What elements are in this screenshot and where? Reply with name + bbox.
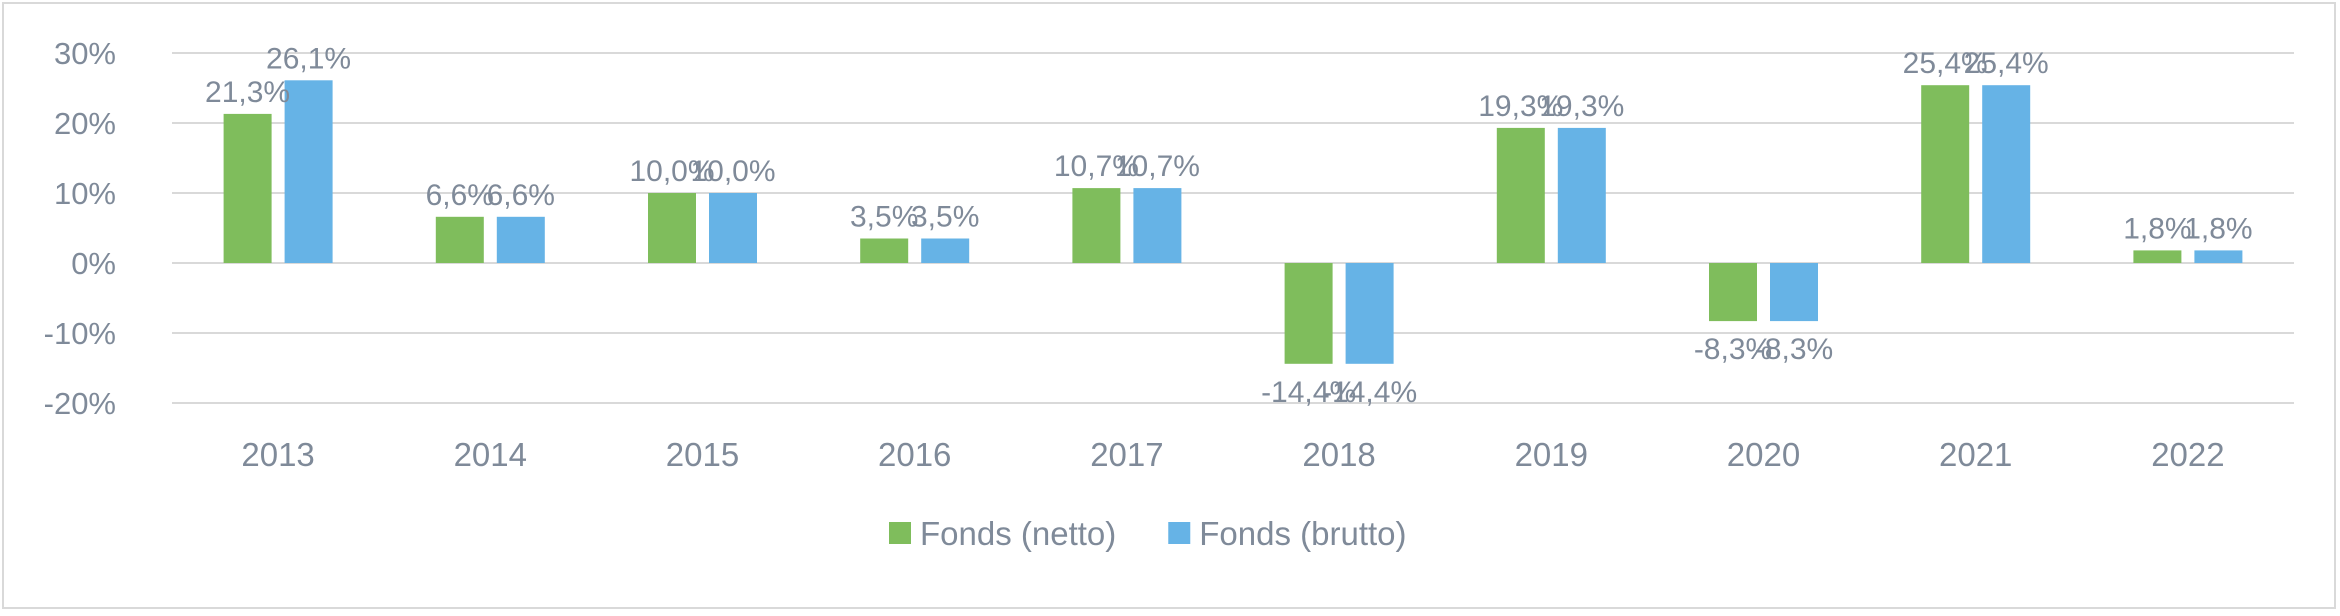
x-tick-label: 2013 xyxy=(241,436,314,473)
bar xyxy=(2194,250,2243,263)
data-label: -14,4% xyxy=(1261,376,1356,409)
data-label: 26,1% xyxy=(266,42,351,75)
y-tick-label: 30% xyxy=(54,36,116,71)
x-tick-label: 2015 xyxy=(666,436,739,473)
bar xyxy=(223,113,272,264)
legend-swatch xyxy=(889,522,911,544)
bar xyxy=(2133,250,2182,263)
y-axis-ticks: 30% 20% 10% 0% -10% -20% xyxy=(44,36,116,421)
y-tick-label: 10% xyxy=(54,176,116,211)
y-tick-label: -10% xyxy=(44,316,116,351)
data-label: -8,3% xyxy=(1694,333,1772,366)
x-tick-label: 2020 xyxy=(1727,436,1800,473)
data-label: 10,7% xyxy=(1054,150,1139,183)
x-tick-label: 2021 xyxy=(1939,436,2012,473)
data-label: 25,4% xyxy=(1964,47,2049,80)
bar xyxy=(1557,127,1606,264)
x-tick-label: 2022 xyxy=(2151,436,2224,473)
data-label: 10,0% xyxy=(690,155,775,188)
data-label: 19,3% xyxy=(1539,90,1624,123)
data-label: 6,6% xyxy=(426,179,494,212)
bar xyxy=(1770,263,1818,322)
data-label: 10,7% xyxy=(1115,150,1200,183)
bar-chart: 30% 20% 10% 0% -10% -20% 21,3%26,1% 6,6%6,6% 10… xyxy=(44,36,2294,552)
data-label: 10,0% xyxy=(629,155,714,188)
data-label: 1,8% xyxy=(2123,212,2191,245)
x-tick-label: 2016 xyxy=(878,436,951,473)
bar xyxy=(709,193,757,263)
data-label: 3,5% xyxy=(850,201,918,234)
x-tick-label: 2019 xyxy=(1515,436,1588,473)
data-label: 1,8% xyxy=(2184,212,2252,245)
data-label: -8,3% xyxy=(1755,333,1833,366)
y-tick-label: 0% xyxy=(71,246,116,281)
bar xyxy=(1284,263,1333,364)
x-tick-label: 2017 xyxy=(1090,436,1163,473)
data-label: 21,3% xyxy=(205,76,290,109)
bar xyxy=(1496,127,1545,264)
bar xyxy=(1133,188,1182,263)
bar xyxy=(1921,85,1970,263)
bar xyxy=(1982,85,2031,263)
y-tick-label: 20% xyxy=(54,106,116,141)
bar xyxy=(1072,188,1121,263)
data-label: 25,4% xyxy=(1903,47,1988,80)
legend-label: Fonds (brutto) xyxy=(1199,515,1406,552)
bar xyxy=(648,193,696,263)
bar xyxy=(284,80,333,263)
legend-swatch xyxy=(1168,522,1191,544)
x-tick-label: 2014 xyxy=(454,436,527,473)
data-label: 19,3% xyxy=(1478,90,1563,123)
data-label: 6,6% xyxy=(487,179,555,212)
bar xyxy=(1709,263,1757,322)
bar xyxy=(1345,263,1394,364)
x-axis-ticks: 2013 2014 2015 2016 2017 2018 2019 2020 2021 2022 xyxy=(241,436,2224,473)
gridlines xyxy=(172,52,2294,404)
data-label: -14,4% xyxy=(1322,376,1417,409)
bar xyxy=(435,216,484,263)
y-tick-label: -20% xyxy=(44,386,116,421)
data-label: 3,5% xyxy=(911,201,979,234)
legend: Fonds (netto) Fonds (brutto) xyxy=(889,515,1407,552)
x-tick-label: 2018 xyxy=(1302,436,1375,473)
bars xyxy=(223,80,2243,364)
bar xyxy=(860,238,909,263)
bar xyxy=(496,216,545,263)
legend-label: Fonds (netto) xyxy=(920,515,1116,552)
bar xyxy=(921,238,970,263)
data-labels: 21,3%26,1% 6,6%6,6% 10,0%10,0% 3,5%3,5% 10,7… xyxy=(205,42,2253,409)
